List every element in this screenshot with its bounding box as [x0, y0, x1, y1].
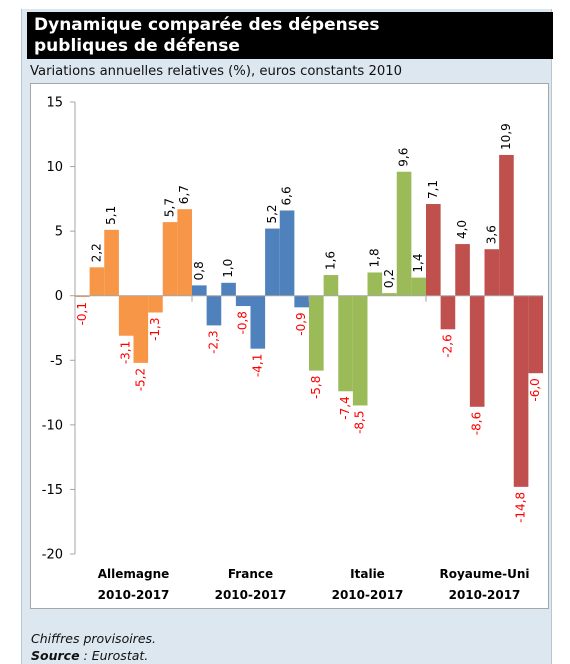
- bar: [323, 275, 339, 296]
- data-label: 1,4: [411, 254, 425, 273]
- bar: [75, 295, 90, 298]
- category-label: Allemagne: [98, 567, 170, 581]
- y-tick-label: -5: [50, 354, 63, 369]
- plot-area: 15 10 5 0 -5 -10 -15 -20 -0,1 2,2 5,1 -3,1 -5,2 -1,3 5…: [30, 83, 549, 609]
- category-label: Royaume-Uni: [440, 567, 530, 581]
- footnote: Chiffres provisoires.: [31, 631, 156, 646]
- chart-subtitle: Variations annuelles relatives (%), euro…: [30, 64, 403, 79]
- data-label: 0,8: [192, 261, 206, 280]
- bar: [192, 285, 207, 296]
- bar: [206, 295, 222, 326]
- bar: [411, 277, 426, 296]
- y-tick-label: 10: [46, 160, 63, 175]
- y-tick-label: 0: [55, 289, 63, 304]
- bar: [513, 295, 529, 487]
- bar: [469, 295, 485, 407]
- bar: [294, 295, 309, 308]
- bar: [484, 249, 500, 296]
- bar: [118, 295, 134, 336]
- data-label: -0,1: [75, 302, 89, 325]
- bar: [440, 295, 456, 330]
- bar: [177, 209, 192, 296]
- bar: [382, 293, 397, 296]
- chart-title-line-1: Dynamique comparée des dépenses: [34, 15, 380, 35]
- category-period-label: 2010-2017: [449, 588, 521, 602]
- category-period-label: 2010-2017: [215, 588, 287, 602]
- source-label: Source: [31, 648, 80, 663]
- data-label: 0,2: [382, 269, 396, 288]
- data-label: -7,4: [338, 396, 352, 419]
- category-period-label: 2010-2017: [98, 588, 170, 602]
- data-label: -1,3: [148, 318, 162, 341]
- data-label: -6,0: [528, 378, 542, 401]
- bar: [104, 229, 119, 296]
- data-label: 1,0: [221, 259, 235, 278]
- category-label: France: [228, 567, 273, 581]
- title-bar: Dynamique comparée des dépenses publique…: [27, 12, 553, 59]
- source-text: : Eurostat.: [79, 648, 149, 663]
- data-label: 3,6: [484, 225, 498, 244]
- data-label: 5,2: [265, 204, 279, 223]
- chart-title-line-2: publiques de défense: [34, 36, 240, 56]
- data-label: -0,8: [236, 311, 250, 334]
- bar: [235, 295, 251, 307]
- y-tick-label: -15: [42, 483, 63, 498]
- data-label: 1,6: [323, 251, 337, 270]
- bar: [279, 210, 295, 296]
- y-tick-label: 5: [55, 225, 63, 240]
- data-label: 4,0: [455, 220, 469, 239]
- data-label: -8,6: [470, 412, 484, 435]
- bar: [499, 154, 514, 296]
- bar: [89, 267, 105, 296]
- y-tick-label: -20: [42, 548, 63, 563]
- data-label: -14,8: [514, 492, 528, 523]
- data-label: -4,1: [250, 354, 264, 377]
- y-tick-label: 15: [46, 96, 63, 111]
- bar: [352, 295, 368, 406]
- data-label: -0,9: [294, 312, 308, 335]
- bar: [221, 282, 236, 296]
- data-label: -5,2: [133, 368, 147, 391]
- data-label: 7,1: [426, 180, 440, 199]
- data-label: -3,1: [119, 341, 133, 364]
- bar: [250, 295, 266, 349]
- data-label: 6,7: [177, 185, 191, 204]
- category-label: Italie: [350, 567, 385, 581]
- bar: [309, 295, 324, 371]
- bar: [367, 272, 383, 296]
- y-tick-label: -10: [42, 418, 63, 433]
- data-label: -8,5: [353, 410, 367, 433]
- bar: [338, 295, 353, 392]
- bar-chart: 15 10 5 0 -5 -10 -15 -20 -0,1 2,2 5,1 -3,1-5,2 -1,3 5…: [42, 96, 543, 602]
- bar: [455, 244, 470, 296]
- data-label: -2,3: [206, 330, 220, 353]
- bar: [426, 204, 441, 296]
- bar: [133, 295, 149, 363]
- source-line: Source : Eurostat.: [31, 648, 148, 663]
- bar: [265, 228, 280, 296]
- data-label: 6,6: [280, 186, 294, 205]
- bar: [528, 295, 543, 374]
- data-label: 5,1: [104, 206, 118, 225]
- category-period-label: 2010-2017: [332, 588, 404, 602]
- bar: [162, 222, 178, 296]
- bar: [148, 295, 163, 313]
- data-label: 9,6: [397, 148, 411, 167]
- data-label: 5,7: [163, 198, 177, 217]
- data-label: 2,2: [89, 243, 103, 262]
- data-label: -5,8: [309, 376, 323, 399]
- bar: [396, 171, 412, 296]
- data-label: -2,6: [440, 334, 454, 357]
- data-label: 10,9: [499, 123, 513, 150]
- data-label: 1,8: [367, 248, 381, 267]
